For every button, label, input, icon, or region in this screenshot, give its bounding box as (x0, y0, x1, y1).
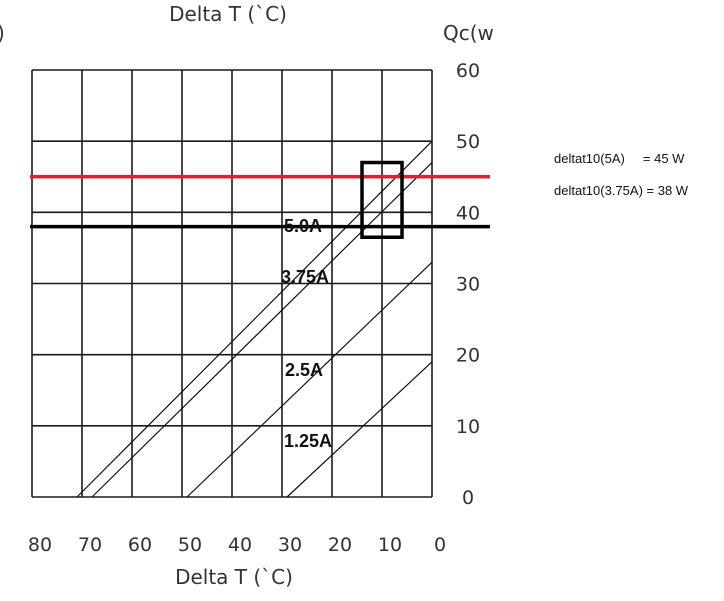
series-line-1 (76, 140, 433, 498)
series-label-1: 5.0A (284, 216, 322, 236)
x-tick-label: 70 (78, 534, 102, 556)
left-edge-fragment: ) (0, 21, 5, 45)
series-label-2: 3.75A (281, 267, 329, 287)
x-axis-title: Delta T (`C) (175, 565, 293, 589)
y-tick-label: 0 (462, 487, 474, 509)
x-tick-label: 60 (128, 534, 152, 556)
y-tick-label: 60 (456, 60, 480, 82)
x-tick-label: 40 (228, 534, 252, 556)
series-line-4 (286, 361, 433, 498)
x-tick-label: 80 (28, 534, 52, 556)
x-tick-labels: 80 70 60 50 40 30 20 10 0 (28, 534, 446, 556)
series-label-4: 1.25A (284, 431, 332, 451)
series-labels: 5.0A 3.75A 2.5A 1.25A (281, 216, 332, 451)
series-line-2 (91, 162, 433, 498)
top-axis-title: Delta T (`C) (169, 2, 287, 26)
annotation-3-75a: deltat10(3.75A) = 38 W (554, 183, 689, 198)
grid-lines (31, 69, 433, 498)
reference-lines (30, 175, 490, 229)
y-tick-labels: 0 10 20 30 40 50 60 (456, 60, 480, 509)
x-tick-label: 10 (378, 534, 402, 556)
annotation-5a: deltat10(5A) = 45 W (554, 151, 685, 166)
series-line-3 (186, 261, 433, 498)
x-tick-label: 0 (434, 534, 446, 556)
y-tick-label: 30 (456, 274, 480, 296)
x-tick-label: 50 (178, 534, 202, 556)
highlight-rectangle (360, 160, 404, 239)
x-tick-label: 20 (328, 534, 352, 556)
y-tick-label: 10 (456, 416, 480, 438)
series-label-3: 2.5A (285, 360, 323, 380)
y-tick-label: 40 (456, 202, 480, 224)
y-tick-label: 20 (456, 345, 480, 367)
x-tick-label: 30 (278, 534, 302, 556)
series-lines (76, 140, 433, 498)
y-axis-title: Qc(w (443, 21, 494, 45)
highlight-box (360, 160, 404, 239)
y-tick-label: 50 (456, 131, 480, 153)
